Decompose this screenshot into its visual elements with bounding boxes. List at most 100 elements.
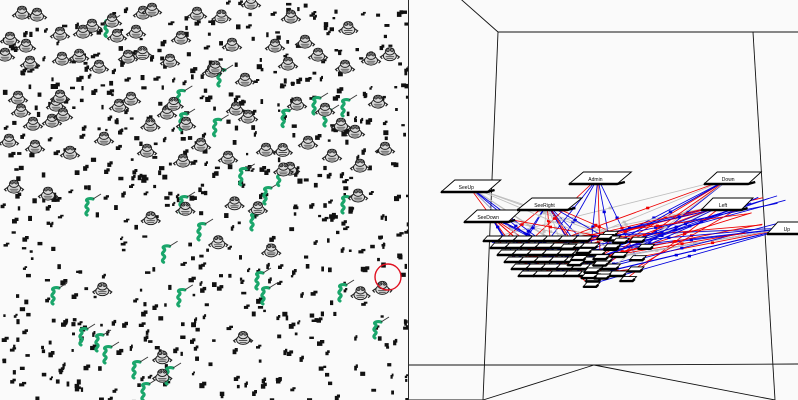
creature-sprite[interactable] — [132, 45, 153, 60]
creature-sprite[interactable] — [120, 91, 142, 106]
snake-sprite[interactable] — [176, 284, 194, 308]
snake-sprite[interactable] — [254, 267, 272, 291]
creature-sprite[interactable] — [151, 350, 173, 365]
creature-sprite[interactable] — [344, 124, 366, 139]
snake-sprite[interactable] — [260, 282, 278, 306]
snake-sprite[interactable] — [337, 279, 355, 303]
creature-sprite[interactable] — [125, 24, 147, 39]
creature-sprite[interactable] — [264, 38, 286, 53]
creature-sprite[interactable] — [211, 9, 232, 24]
creature-sprite[interactable] — [15, 38, 37, 53]
creature-sprite[interactable] — [190, 137, 212, 152]
scene-node[interactable]: Up — [765, 221, 798, 236]
creature-sprite[interactable] — [286, 96, 308, 111]
creature-sprite[interactable] — [159, 53, 181, 68]
creature-sprite[interactable] — [106, 28, 128, 43]
creature-sprite[interactable] — [204, 60, 226, 75]
creature-sprite[interactable] — [68, 48, 90, 63]
snake-sprite[interactable] — [311, 92, 329, 116]
creature-sprite[interactable] — [93, 131, 115, 146]
snake-sprite[interactable] — [84, 193, 102, 217]
creature-sprite[interactable] — [172, 153, 194, 168]
creature-sprite[interactable] — [24, 139, 46, 154]
snake-sprite[interactable] — [196, 218, 214, 242]
creature-sprite[interactable] — [307, 47, 329, 62]
creature-sprite[interactable] — [224, 196, 245, 211]
creature-sprite[interactable] — [41, 113, 63, 128]
creature-sprite[interactable] — [217, 150, 239, 165]
creature-sprite[interactable] — [51, 51, 73, 66]
scene-node[interactable] — [591, 254, 611, 261]
scene-node[interactable] — [571, 235, 594, 243]
snake-sprite[interactable] — [372, 316, 390, 340]
scene-node[interactable] — [591, 260, 611, 267]
creature-sprite[interactable] — [240, 0, 262, 10]
creature-sprite[interactable] — [337, 21, 359, 36]
snake-sprite[interactable] — [131, 356, 149, 380]
creature-sprite-layer[interactable] — [0, 0, 401, 383]
creature-sprite[interactable] — [175, 116, 197, 131]
creature-sprite[interactable] — [350, 286, 371, 301]
scene-node[interactable]: SeeRight — [515, 197, 584, 212]
snake-sprite[interactable] — [102, 341, 120, 365]
creature-sprite[interactable] — [22, 116, 44, 131]
creature-sprite[interactable] — [141, 2, 163, 17]
scene-node[interactable] — [636, 243, 656, 250]
creature-sprite[interactable] — [297, 135, 319, 150]
creature-sprite[interactable] — [72, 24, 94, 39]
scene-node[interactable] — [611, 237, 631, 244]
scene-node[interactable] — [626, 266, 645, 273]
creature-sprite[interactable] — [360, 51, 382, 66]
creature-sprite[interactable] — [175, 201, 196, 216]
scene-node[interactable] — [628, 255, 648, 262]
creature-sprite[interactable] — [91, 282, 113, 297]
scene-node[interactable]: Down — [702, 171, 763, 186]
creature-sprite[interactable] — [101, 13, 123, 28]
selection-highlight-circle[interactable] — [374, 263, 402, 291]
creature-sprite[interactable] — [255, 142, 277, 157]
creature-sprite[interactable] — [225, 101, 247, 116]
scene-node[interactable] — [578, 242, 601, 250]
creature-sprite[interactable] — [151, 368, 173, 383]
right-scene-panel[interactable]: SeeUp SeeDown Admin Down Left Up SeeRight — [409, 0, 798, 400]
creature-sprite[interactable] — [140, 211, 162, 226]
creature-sprite[interactable] — [88, 59, 110, 74]
creature-sprite[interactable] — [0, 47, 16, 62]
left-map-panel[interactable] — [0, 0, 408, 400]
scene-node[interactable] — [569, 255, 589, 262]
creature-sprite[interactable] — [26, 7, 48, 22]
scene-node[interactable]: Admin — [567, 171, 633, 186]
scene-node[interactable] — [566, 260, 586, 267]
creature-sprite[interactable] — [186, 6, 208, 21]
creature-sprite[interactable] — [49, 26, 71, 41]
cluster-node-layer[interactable] — [481, 230, 656, 288]
creature-sprite[interactable] — [379, 47, 401, 62]
creature-sprite[interactable] — [10, 103, 32, 118]
creature-sprite[interactable] — [221, 37, 243, 52]
creature-sprite[interactable] — [234, 72, 256, 87]
snake-sprite[interactable] — [94, 329, 112, 353]
creature-sprite[interactable] — [52, 107, 74, 122]
creature-sprite[interactable] — [272, 143, 294, 157]
creature-sprite[interactable] — [140, 117, 161, 132]
map-canvas[interactable] — [0, 0, 408, 400]
snake-sprite[interactable] — [78, 323, 96, 347]
scene-graph-canvas[interactable]: SeeUp SeeDown Admin Down Left Up SeeRight — [409, 0, 798, 400]
creature-sprite[interactable] — [247, 201, 269, 216]
scene-node[interactable]: SeeUp — [439, 179, 503, 194]
creature-sprite[interactable] — [163, 96, 185, 111]
creature-sprite[interactable] — [232, 331, 254, 345]
creature-sprite[interactable] — [314, 102, 336, 117]
scene-node[interactable] — [628, 236, 648, 243]
creature-sprite[interactable] — [374, 141, 396, 156]
creature-sprite[interactable] — [11, 5, 33, 20]
creature-sprite[interactable] — [3, 179, 25, 194]
creature-sprite[interactable] — [367, 94, 389, 109]
creature-sprite[interactable] — [136, 143, 158, 158]
selection-highlight-layer[interactable] — [374, 263, 402, 291]
creature-sprite[interactable] — [237, 109, 259, 124]
creature-sprite[interactable] — [294, 34, 316, 49]
creature-sprite[interactable] — [334, 59, 356, 74]
snake-sprite[interactable] — [212, 114, 229, 138]
creature-sprite[interactable] — [207, 235, 229, 250]
